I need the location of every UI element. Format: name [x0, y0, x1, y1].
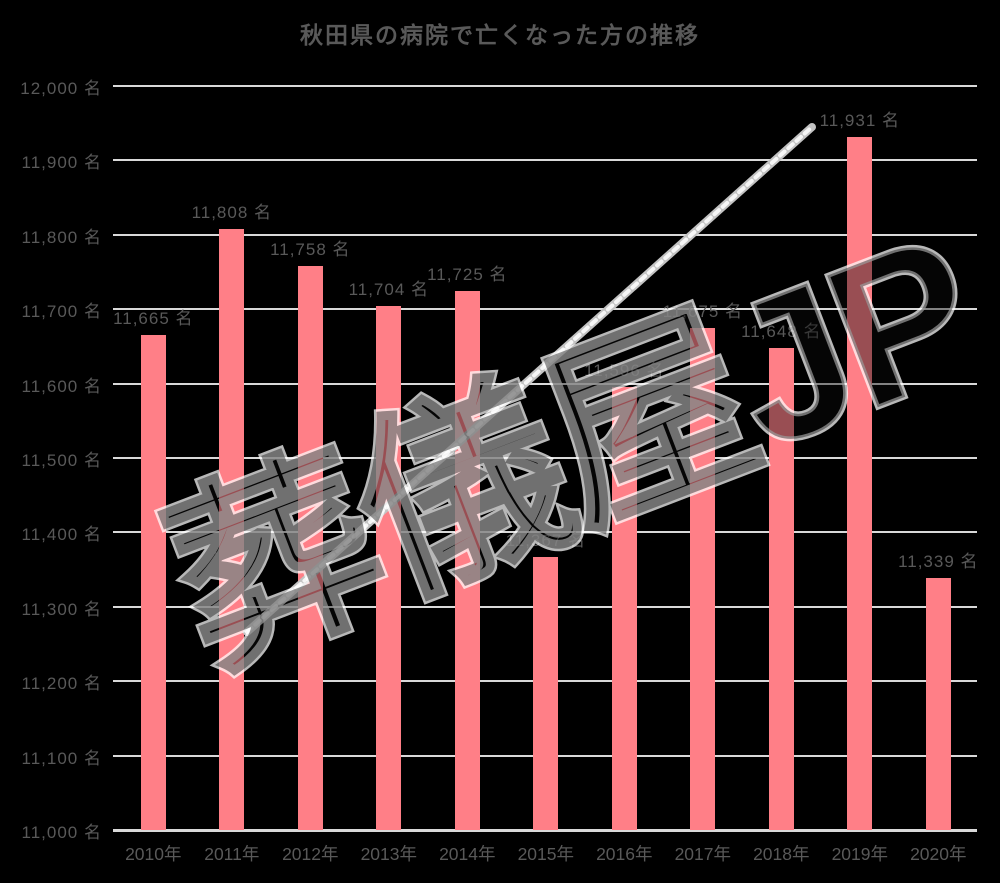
y-axis-tick-label: 11,500 名 — [21, 451, 102, 470]
y-axis-tick-label: 12,000 名 — [20, 79, 102, 98]
bar-2013年 — [376, 306, 402, 830]
bar-value-label: 11,758 名 — [270, 240, 351, 260]
bar-value-label: 11,648 名 — [741, 321, 822, 341]
x-axis-tick-label: 2016年 — [596, 844, 653, 864]
x-axis-tick-label: 2010年 — [125, 844, 182, 864]
gridline — [113, 85, 977, 87]
trend-line-texture — [245, 125, 814, 634]
bar-value-label: 11,339 名 — [898, 551, 979, 571]
gridline — [113, 829, 977, 832]
x-axis-tick-label: 2017年 — [674, 844, 732, 864]
bar-value-label: 11,367 名 — [505, 530, 587, 550]
y-axis-tick-label: 11,200 名 — [21, 674, 102, 694]
bar-value-label: 11,665 名 — [113, 309, 194, 329]
y-axis-tick-label: 11,700 名 — [21, 302, 102, 322]
bar-2020年 — [925, 577, 951, 830]
bar-2019年 — [847, 137, 873, 830]
x-axis-tick-label: 2019年 — [831, 844, 889, 864]
x-axis-tick-label: 2012年 — [282, 844, 339, 864]
trend-line — [243, 123, 816, 636]
bar-value-label: 11,725 名 — [427, 264, 508, 284]
bar-2011年 — [219, 228, 245, 830]
y-axis-tick-label: 11,400 名 — [21, 525, 102, 545]
chart-title: 秋田県の病院で亡くなった方の推移 — [300, 22, 700, 48]
y-axis-tick-label: 11,800 名 — [21, 227, 102, 247]
bar-2017年 — [690, 327, 716, 830]
bar-2014年 — [454, 290, 480, 830]
x-axis-tick-label: 2011年 — [204, 844, 260, 864]
x-axis-tick-label: 2015年 — [517, 844, 575, 864]
bar-value-label: 11,596 名 — [584, 360, 665, 380]
bar-2018年 — [768, 347, 794, 830]
bar-2015年 — [533, 556, 559, 830]
x-axis-tick-label: 2020年 — [910, 844, 967, 864]
x-axis-tick-label: 2018年 — [753, 844, 810, 864]
x-axis-tick-label: 2014年 — [439, 844, 496, 864]
x-axis-tick-label: 2013年 — [360, 844, 418, 864]
y-axis-tick-label: 11,600 名 — [21, 376, 102, 396]
y-axis-tick-label: 11,100 名 — [21, 748, 102, 768]
bar-2016年 — [611, 386, 637, 830]
y-axis-tick-label: 11,900 名 — [21, 153, 102, 173]
bar-value-label: 11,931 名 — [819, 111, 901, 131]
bar-2012年 — [297, 266, 323, 830]
bar-2010年 — [140, 335, 166, 830]
y-axis-tick-label: 11,000 名 — [21, 823, 102, 842]
y-axis-tick-label: 11,300 名 — [21, 599, 102, 619]
bar-value-label: 11,808 名 — [191, 202, 273, 222]
